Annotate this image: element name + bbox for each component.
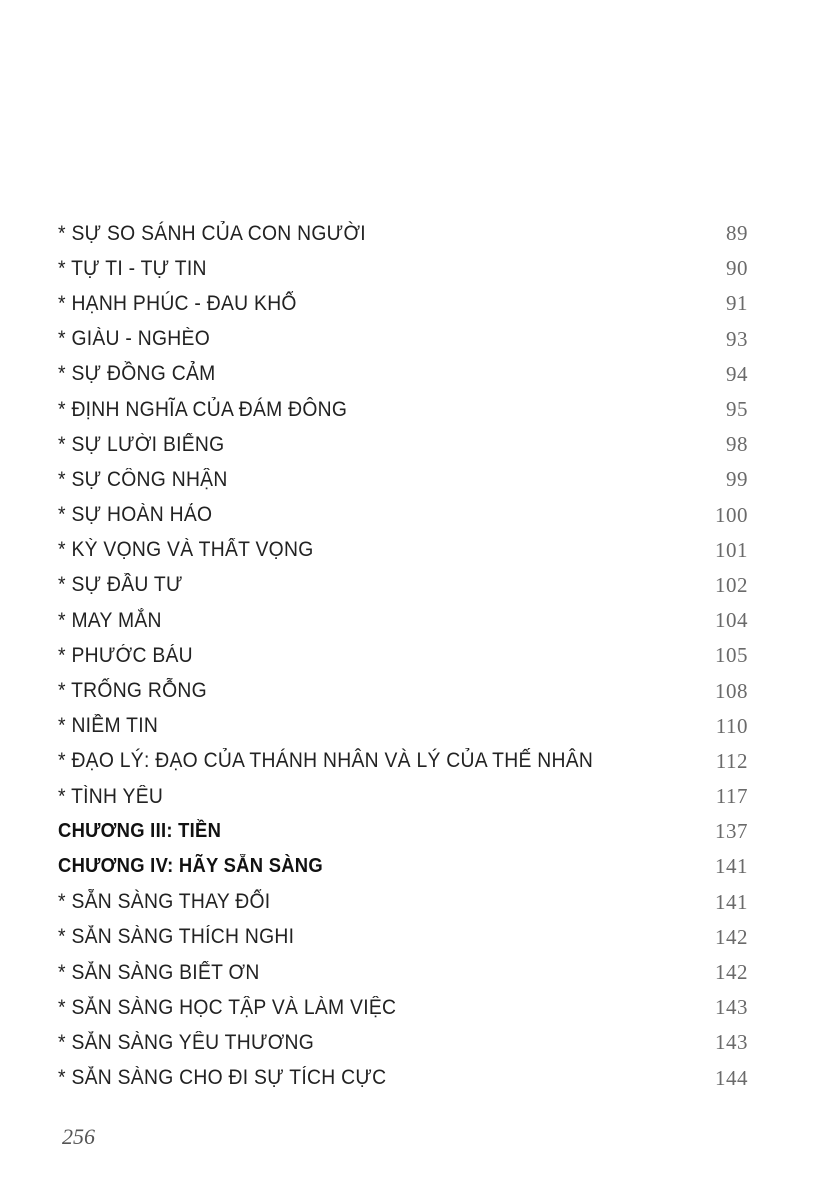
toc-entry: * HẠNH PHÚC - ĐAU KHỔ 91 xyxy=(58,286,748,321)
toc-entry-page: 93 xyxy=(726,326,748,351)
toc-entry: * PHƯỚC BÁU 105 xyxy=(58,638,748,673)
toc-entry: * SẴN SÀNG BIẾT ƠN 142 xyxy=(58,955,748,990)
toc-entry-page: 110 xyxy=(715,713,748,738)
toc-chapter-entry: CHƯƠNG III: TIỀN 137 xyxy=(58,814,748,849)
toc-entry: * NIỀM TIN 110 xyxy=(58,709,748,744)
toc-entry-page: 102 xyxy=(715,572,748,597)
toc-entry-page: 143 xyxy=(715,995,748,1020)
toc-entry: * SỰ ĐỒNG CẢM 94 xyxy=(58,357,748,392)
toc-entry-page: 142 xyxy=(715,960,748,985)
toc-entry-page: 112 xyxy=(715,748,748,773)
toc-entry-title: * ĐỊNH NGHĨA CỦA ĐÁM ĐÔNG xyxy=(58,397,348,421)
toc-entry-title: CHƯƠNG IV: HÃY SẴN SÀNG xyxy=(58,855,323,878)
toc-entry-title: * SẴN SÀNG BIẾT ƠN xyxy=(58,960,260,984)
toc-entry-page: 104 xyxy=(715,608,748,633)
toc-entry-title: * SẴN SÀNG CHO ĐI SỰ TÍCH CỰC xyxy=(58,1066,387,1090)
toc-chapter-entry: CHƯƠNG IV: HÃY SẴN SÀNG 141 xyxy=(58,849,748,884)
toc-entry-page: 143 xyxy=(715,1030,748,1055)
toc-entry: * TÌNH YÊU 117 xyxy=(58,779,748,814)
toc-entry-title: * KỲ VỌNG VÀ THẤT VỌNG xyxy=(58,538,314,562)
toc-entry-title: CHƯƠNG III: TIỀN xyxy=(58,820,222,843)
toc-entry-page: 105 xyxy=(715,643,748,668)
toc-entry-page: 144 xyxy=(715,1065,748,1090)
toc-entry: * SẴN SÀNG THAY ĐỔI 141 xyxy=(58,885,748,920)
table-of-contents: * SỰ SO SÁNH CỦA CON NGƯỜI 89 * TỰ TI - TỰ… xyxy=(58,216,748,1096)
toc-entry-page: 99 xyxy=(726,467,748,492)
toc-entry-title: * PHƯỚC BÁU xyxy=(58,643,193,667)
toc-entry-page: 108 xyxy=(715,678,748,703)
toc-entry-title: * ĐẠO LÝ: ĐẠO CỦA THÁNH NHÂN VÀ LÝ CỦA T… xyxy=(58,749,594,773)
toc-entry-page: 94 xyxy=(726,361,748,386)
page-number: 256 xyxy=(62,1124,95,1149)
toc-entry-page: 141 xyxy=(715,854,748,879)
toc-entry-title: * TỰ TI - TỰ TIN xyxy=(58,256,207,280)
toc-entry: * ĐỊNH NGHĨA CỦA ĐÁM ĐÔNG 95 xyxy=(58,392,748,427)
toc-entry: * TỰ TI - TỰ TIN 90 xyxy=(58,251,748,286)
toc-entry: * SỰ LƯỜI BIẾNG 98 xyxy=(58,427,748,462)
toc-entry-page: 101 xyxy=(715,537,748,562)
toc-entry-title: * TRỐNG RỖNG xyxy=(58,679,207,703)
toc-entry-title: * SẴN SÀNG THÍCH NGHI xyxy=(58,925,295,949)
toc-entry-page: 137 xyxy=(715,819,748,844)
toc-entry-page: 117 xyxy=(715,784,748,809)
toc-entry-title: * SẴN SÀNG YÊU THƯƠNG xyxy=(58,1030,315,1054)
toc-entry-title: * SỰ LƯỜI BIẾNG xyxy=(58,432,225,456)
toc-entry: * SỰ ĐẦU TƯ 102 xyxy=(58,568,748,603)
toc-entry-title: * SỰ HOÀN HẢO xyxy=(58,503,213,527)
toc-entry: * SẴN SÀNG HỌC TẬP VÀ LÀM VIỆC 143 xyxy=(58,990,748,1025)
toc-entry-title: * HẠNH PHÚC - ĐAU KHỔ xyxy=(58,291,297,315)
toc-entry-title: * SẴN SÀNG HỌC TẬP VÀ LÀM VIỆC xyxy=(58,995,397,1019)
toc-entry-page: 91 xyxy=(726,291,748,316)
toc-entry-page: 98 xyxy=(726,432,748,457)
toc-entry-page: 95 xyxy=(726,397,748,422)
toc-entry-page: 142 xyxy=(715,924,748,949)
toc-entry-title: * MAY MẮN xyxy=(58,608,162,632)
toc-entry-page: 141 xyxy=(715,889,748,914)
toc-entry-title: * GIÀU - NGHÈO xyxy=(58,327,211,351)
toc-entry-title: * SẴN SÀNG THAY ĐỔI xyxy=(58,890,271,914)
toc-entry-page: 89 xyxy=(726,221,748,246)
toc-entry: * SẴN SÀNG CHO ĐI SỰ TÍCH CỰC 144 xyxy=(58,1061,748,1096)
toc-entry: * GIÀU - NGHÈO 93 xyxy=(58,322,748,357)
toc-entry-page: 90 xyxy=(726,256,748,281)
toc-entry-title: * SỰ ĐỒNG CẢM xyxy=(58,362,216,386)
toc-entry: * SỰ CÔNG NHẬN 99 xyxy=(58,462,748,497)
toc-entry: * SỰ SO SÁNH CỦA CON NGƯỜI 89 xyxy=(58,216,748,251)
toc-entry-title: * SỰ CÔNG NHẬN xyxy=(58,467,228,491)
toc-entry: * TRỐNG RỖNG 108 xyxy=(58,673,748,708)
toc-entry: * MAY MẮN 104 xyxy=(58,603,748,638)
toc-entry: * ĐẠO LÝ: ĐẠO CỦA THÁNH NHÂN VÀ LÝ CỦA T… xyxy=(58,744,748,779)
toc-entry: * SẴN SÀNG YÊU THƯƠNG 143 xyxy=(58,1025,748,1060)
toc-entry: * KỲ VỌNG VÀ THẤT VỌNG 101 xyxy=(58,533,748,568)
toc-entry-title: * SỰ ĐẦU TƯ xyxy=(58,573,183,597)
toc-entry-title: * SỰ SO SÁNH CỦA CON NGƯỜI xyxy=(58,221,366,245)
toc-entry: * SẴN SÀNG THÍCH NGHI 142 xyxy=(58,920,748,955)
toc-entry-page: 100 xyxy=(715,502,748,527)
toc-entry-title: * NIỀM TIN xyxy=(58,714,159,738)
toc-entry-title: * TÌNH YÊU xyxy=(58,784,164,808)
toc-entry: * SỰ HOÀN HẢO 100 xyxy=(58,498,748,533)
